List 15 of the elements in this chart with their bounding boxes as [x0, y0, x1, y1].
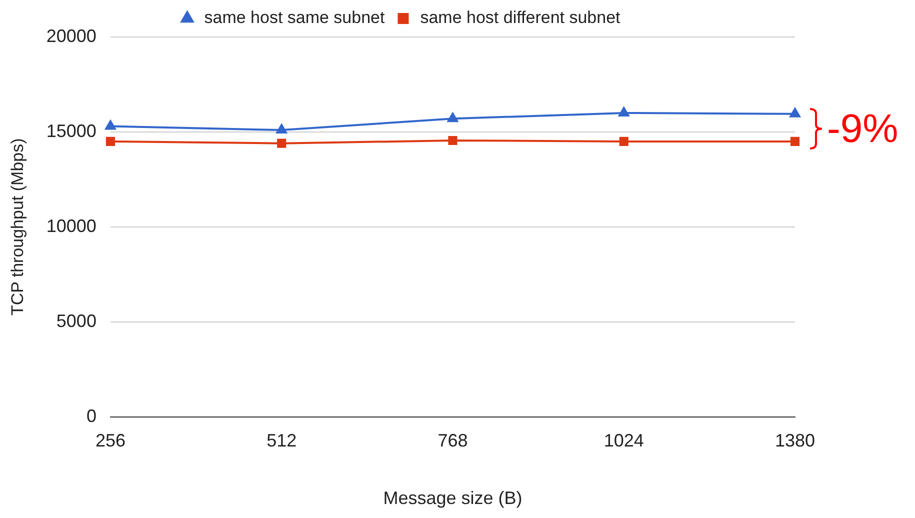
- y-axis-title: TCP throughput (Mbps): [8, 138, 27, 316]
- text: -9%: [827, 106, 898, 153]
- y-tick-label: 0: [86, 406, 96, 426]
- y-tick-label: 15000: [46, 120, 96, 141]
- x-tick-label: 1380: [774, 430, 816, 451]
- x-axis-title: Message size (B): [383, 488, 522, 508]
- legend-label: same host same subnet: [204, 8, 386, 28]
- y-tick-label: 10000: [46, 216, 96, 236]
- x-tick-label: 256: [95, 430, 126, 451]
- legend-label: same host different subnet: [420, 8, 621, 28]
- x-tick-label: 1024: [604, 430, 644, 451]
- x-tick-label: 512: [266, 430, 297, 451]
- x-tick-label: 768: [438, 430, 468, 451]
- y-tick-label: 20000: [46, 26, 96, 46]
- y-tick-label: 5000: [56, 310, 96, 331]
